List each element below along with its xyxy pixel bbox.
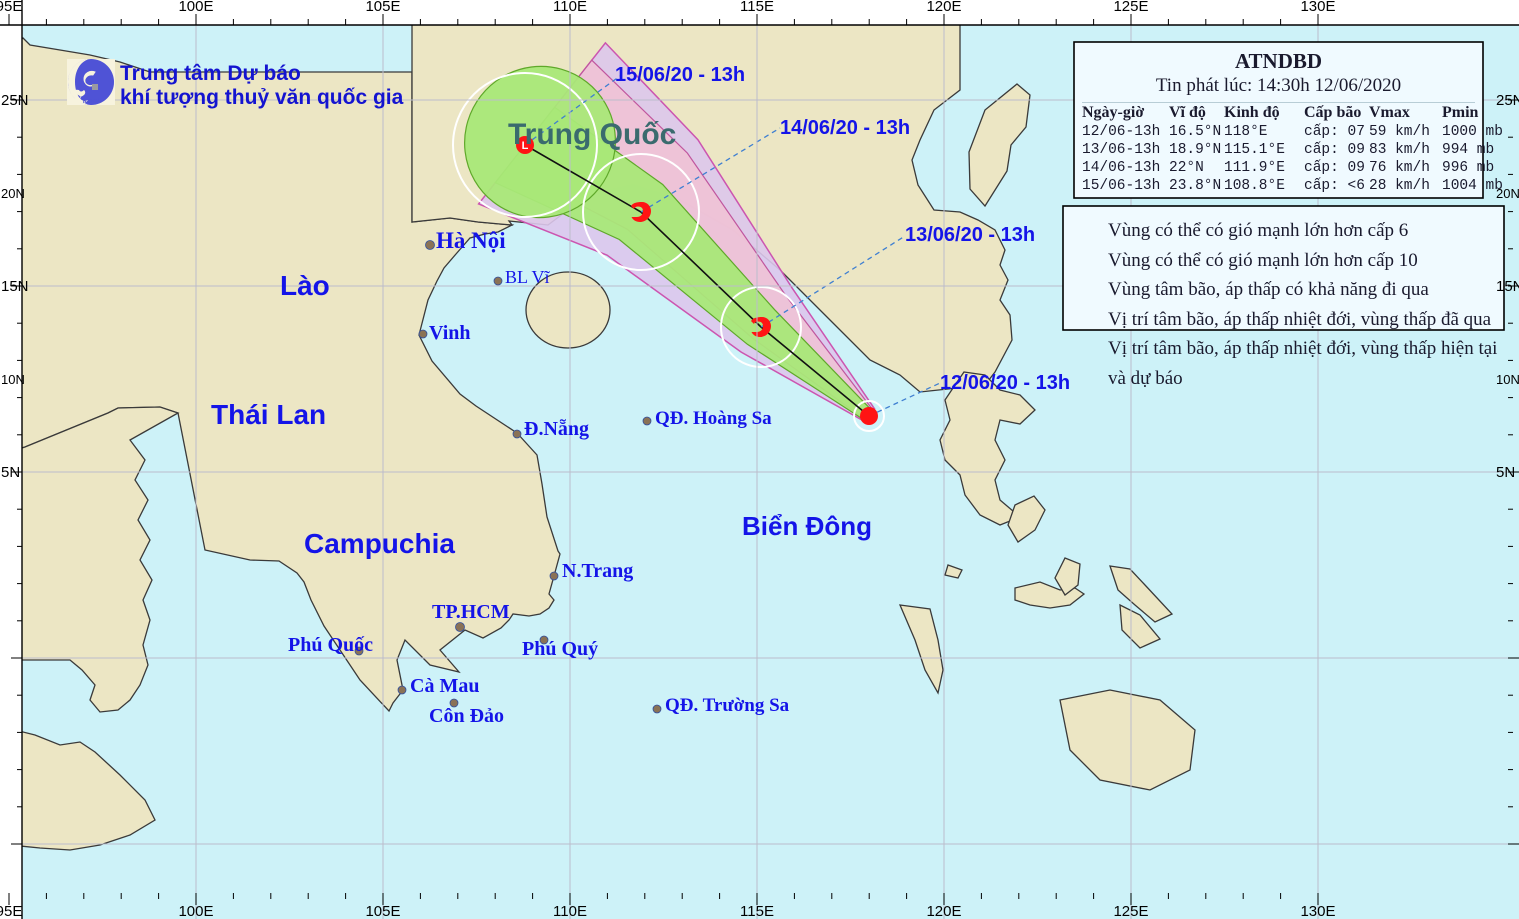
svg-text:95E: 95E [0,903,22,919]
svg-text:125E: 125E [1113,0,1148,15]
svg-text:25N: 25N [1,92,29,109]
svg-text:5N: 5N [1,464,20,481]
svg-text:130E: 130E [1300,0,1335,15]
svg-text:10N: 10N [1,372,25,387]
svg-text:125E: 125E [1113,903,1148,919]
svg-text:120E: 120E [926,0,961,15]
svg-text:5N: 5N [1496,464,1515,481]
svg-text:100E: 100E [178,0,213,15]
svg-text:25N: 25N [1496,92,1519,109]
svg-text:20N: 20N [1,186,25,201]
svg-text:110E: 110E [553,0,587,15]
svg-text:115E: 115E [740,0,774,15]
svg-text:105E: 105E [365,903,400,919]
svg-text:95E: 95E [0,0,22,15]
svg-text:KTVN: KTVN [83,99,99,105]
svg-text:110E: 110E [553,903,587,919]
svg-text:15N: 15N [1,278,29,295]
svg-text:105E: 105E [365,0,400,15]
svg-text:120E: 120E [926,903,961,919]
svg-text:130E: 130E [1300,903,1335,919]
svg-text:100E: 100E [178,903,213,919]
svg-text:115E: 115E [740,903,774,919]
